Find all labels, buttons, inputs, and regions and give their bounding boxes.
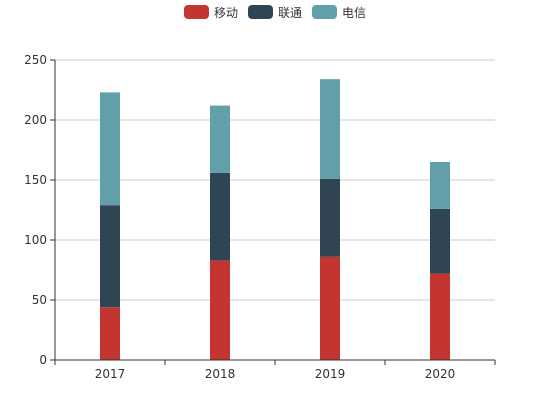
- legend-swatch: [312, 5, 337, 19]
- x-tick-label: 2017: [95, 367, 126, 381]
- y-tick-label: 150: [24, 173, 47, 187]
- x-axis-tick-labels: 2017 2018 2019 2020: [95, 367, 456, 381]
- bar-segment[interactable]: [210, 105, 230, 173]
- x-tick-label: 2020: [425, 367, 456, 381]
- legend-item-series-1[interactable]: 联通: [248, 5, 302, 20]
- legend-label: 移动: [214, 6, 238, 20]
- bar-segment[interactable]: [320, 178, 340, 257]
- bar-segment[interactable]: [210, 260, 230, 360]
- bar-stack-2020: [430, 162, 450, 360]
- y-tick-label: 0: [39, 353, 47, 367]
- legend[interactable]: 移动 联通 电信: [184, 5, 366, 20]
- gridlines: [55, 59, 495, 301]
- x-tick-label: 2019: [315, 367, 346, 381]
- y-tick-label: 100: [24, 233, 47, 247]
- bar-segment[interactable]: [430, 273, 450, 360]
- bar-segment[interactable]: [320, 256, 340, 360]
- y-tick-label: 50: [32, 293, 47, 307]
- bar-segment[interactable]: [100, 92, 120, 206]
- bar-segment[interactable]: [430, 162, 450, 209]
- bar-stack-2019: [320, 79, 340, 360]
- bar-segment[interactable]: [320, 79, 340, 179]
- axes: [50, 59, 496, 365]
- y-tick-label: 200: [24, 113, 47, 127]
- bar-segment[interactable]: [100, 307, 120, 360]
- bar-segment[interactable]: [430, 208, 450, 274]
- legend-item-series-2[interactable]: 电信: [312, 5, 366, 20]
- x-tick-label: 2018: [205, 367, 236, 381]
- bar-stack-2017: [100, 92, 120, 360]
- legend-item-series-0[interactable]: 移动: [184, 5, 238, 20]
- legend-swatch: [248, 5, 273, 19]
- bar-segment[interactable]: [210, 172, 230, 261]
- bars: [100, 79, 450, 360]
- bar-stack-2018: [210, 105, 230, 360]
- legend-swatch: [184, 5, 209, 19]
- y-axis-tick-labels: 0 50 100 150 200 250: [24, 53, 47, 367]
- legend-label: 联通: [278, 6, 302, 20]
- bar-segment[interactable]: [100, 205, 120, 308]
- legend-label: 电信: [342, 6, 366, 20]
- y-tick-label: 250: [24, 53, 47, 67]
